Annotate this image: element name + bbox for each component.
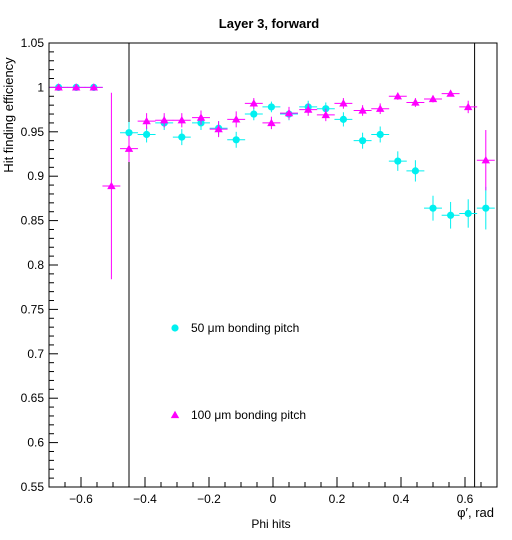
x-axis-label: Phi hits: [251, 517, 290, 531]
data-point: [89, 83, 98, 91]
data-point: [428, 94, 438, 103]
legend-label: 50 μm bonding pitch: [191, 321, 299, 335]
y-tick-label: 0.9: [27, 169, 44, 183]
data-point: [393, 92, 402, 100]
data-point: [464, 102, 473, 111]
data-point: [250, 110, 258, 118]
data-point: [177, 116, 186, 124]
data-point: [124, 144, 134, 152]
data-point: [267, 118, 276, 127]
chart-title: Layer 3, forward: [219, 16, 319, 31]
data-point: [232, 115, 241, 123]
data-point: [411, 167, 419, 175]
x-tick-label: 0.6: [457, 492, 474, 506]
data-point: [214, 124, 223, 133]
y-axis-label: Hit finding efficiency: [1, 57, 16, 173]
y-tick-label: 0.75: [21, 302, 45, 316]
series-1: [49, 83, 495, 230]
data-point: [339, 115, 347, 123]
series-2: [49, 83, 495, 280]
data-point: [267, 103, 275, 111]
data-point: [376, 104, 385, 112]
data-point: [196, 113, 206, 121]
y-tick-label: 0.55: [21, 480, 45, 494]
x-tick-label: 0.2: [329, 492, 346, 506]
y-tick-label: 1.05: [21, 36, 45, 50]
y-tick-label: 0.85: [21, 214, 45, 228]
axes: 0.55 0.6 0.65 0.7 0.75 0.8 0.85 0.9 0.95 1 1.05 −0.…: [21, 36, 498, 506]
data-point: [359, 137, 367, 145]
data-point: [72, 83, 81, 91]
x-tick-label: 0: [270, 492, 277, 506]
data-point: [304, 105, 313, 113]
data-point: [142, 116, 151, 125]
legend-marker: [170, 410, 180, 419]
y-tick-label: 1: [37, 80, 44, 94]
data-point: [482, 204, 490, 212]
data-point: [429, 204, 437, 212]
data-point: [249, 99, 258, 107]
data-point: [358, 106, 367, 114]
legend: 50 μm bonding pitch 100 μm bonding pitch: [170, 321, 306, 422]
data-point: [232, 136, 240, 144]
data-point: [394, 157, 402, 165]
data-marks: [49, 83, 495, 280]
x-tick-label: −0.4: [133, 492, 157, 506]
data-point: [125, 129, 133, 137]
legend-marker: [171, 324, 179, 332]
data-point: [411, 98, 420, 106]
data-point: [464, 209, 472, 218]
x-tick-label: 0.4: [393, 492, 410, 506]
y-tick-label: 0.6: [27, 436, 44, 450]
data-point: [160, 116, 169, 124]
legend-label: 100 μm bonding pitch: [191, 408, 306, 422]
data-point: [339, 99, 348, 107]
data-point: [284, 108, 294, 117]
x-tick-label: −0.6: [69, 492, 93, 506]
y-tick-label: 0.95: [21, 125, 45, 139]
data-point: [446, 89, 455, 97]
data-point: [376, 130, 384, 139]
data-point: [54, 83, 63, 91]
data-point: [143, 130, 151, 139]
data-point: [321, 110, 330, 119]
y-tick-label: 0.7: [27, 347, 44, 361]
data-point: [481, 156, 490, 164]
y-tick-label: 0.65: [21, 391, 45, 405]
y-tick-label: 0.8: [27, 258, 44, 272]
data-point: [107, 181, 116, 190]
data-point: [447, 211, 455, 219]
x-tick-label: −0.2: [197, 492, 221, 506]
x-axis-tag: φ′, rad: [457, 505, 494, 520]
data-point: [178, 133, 186, 141]
